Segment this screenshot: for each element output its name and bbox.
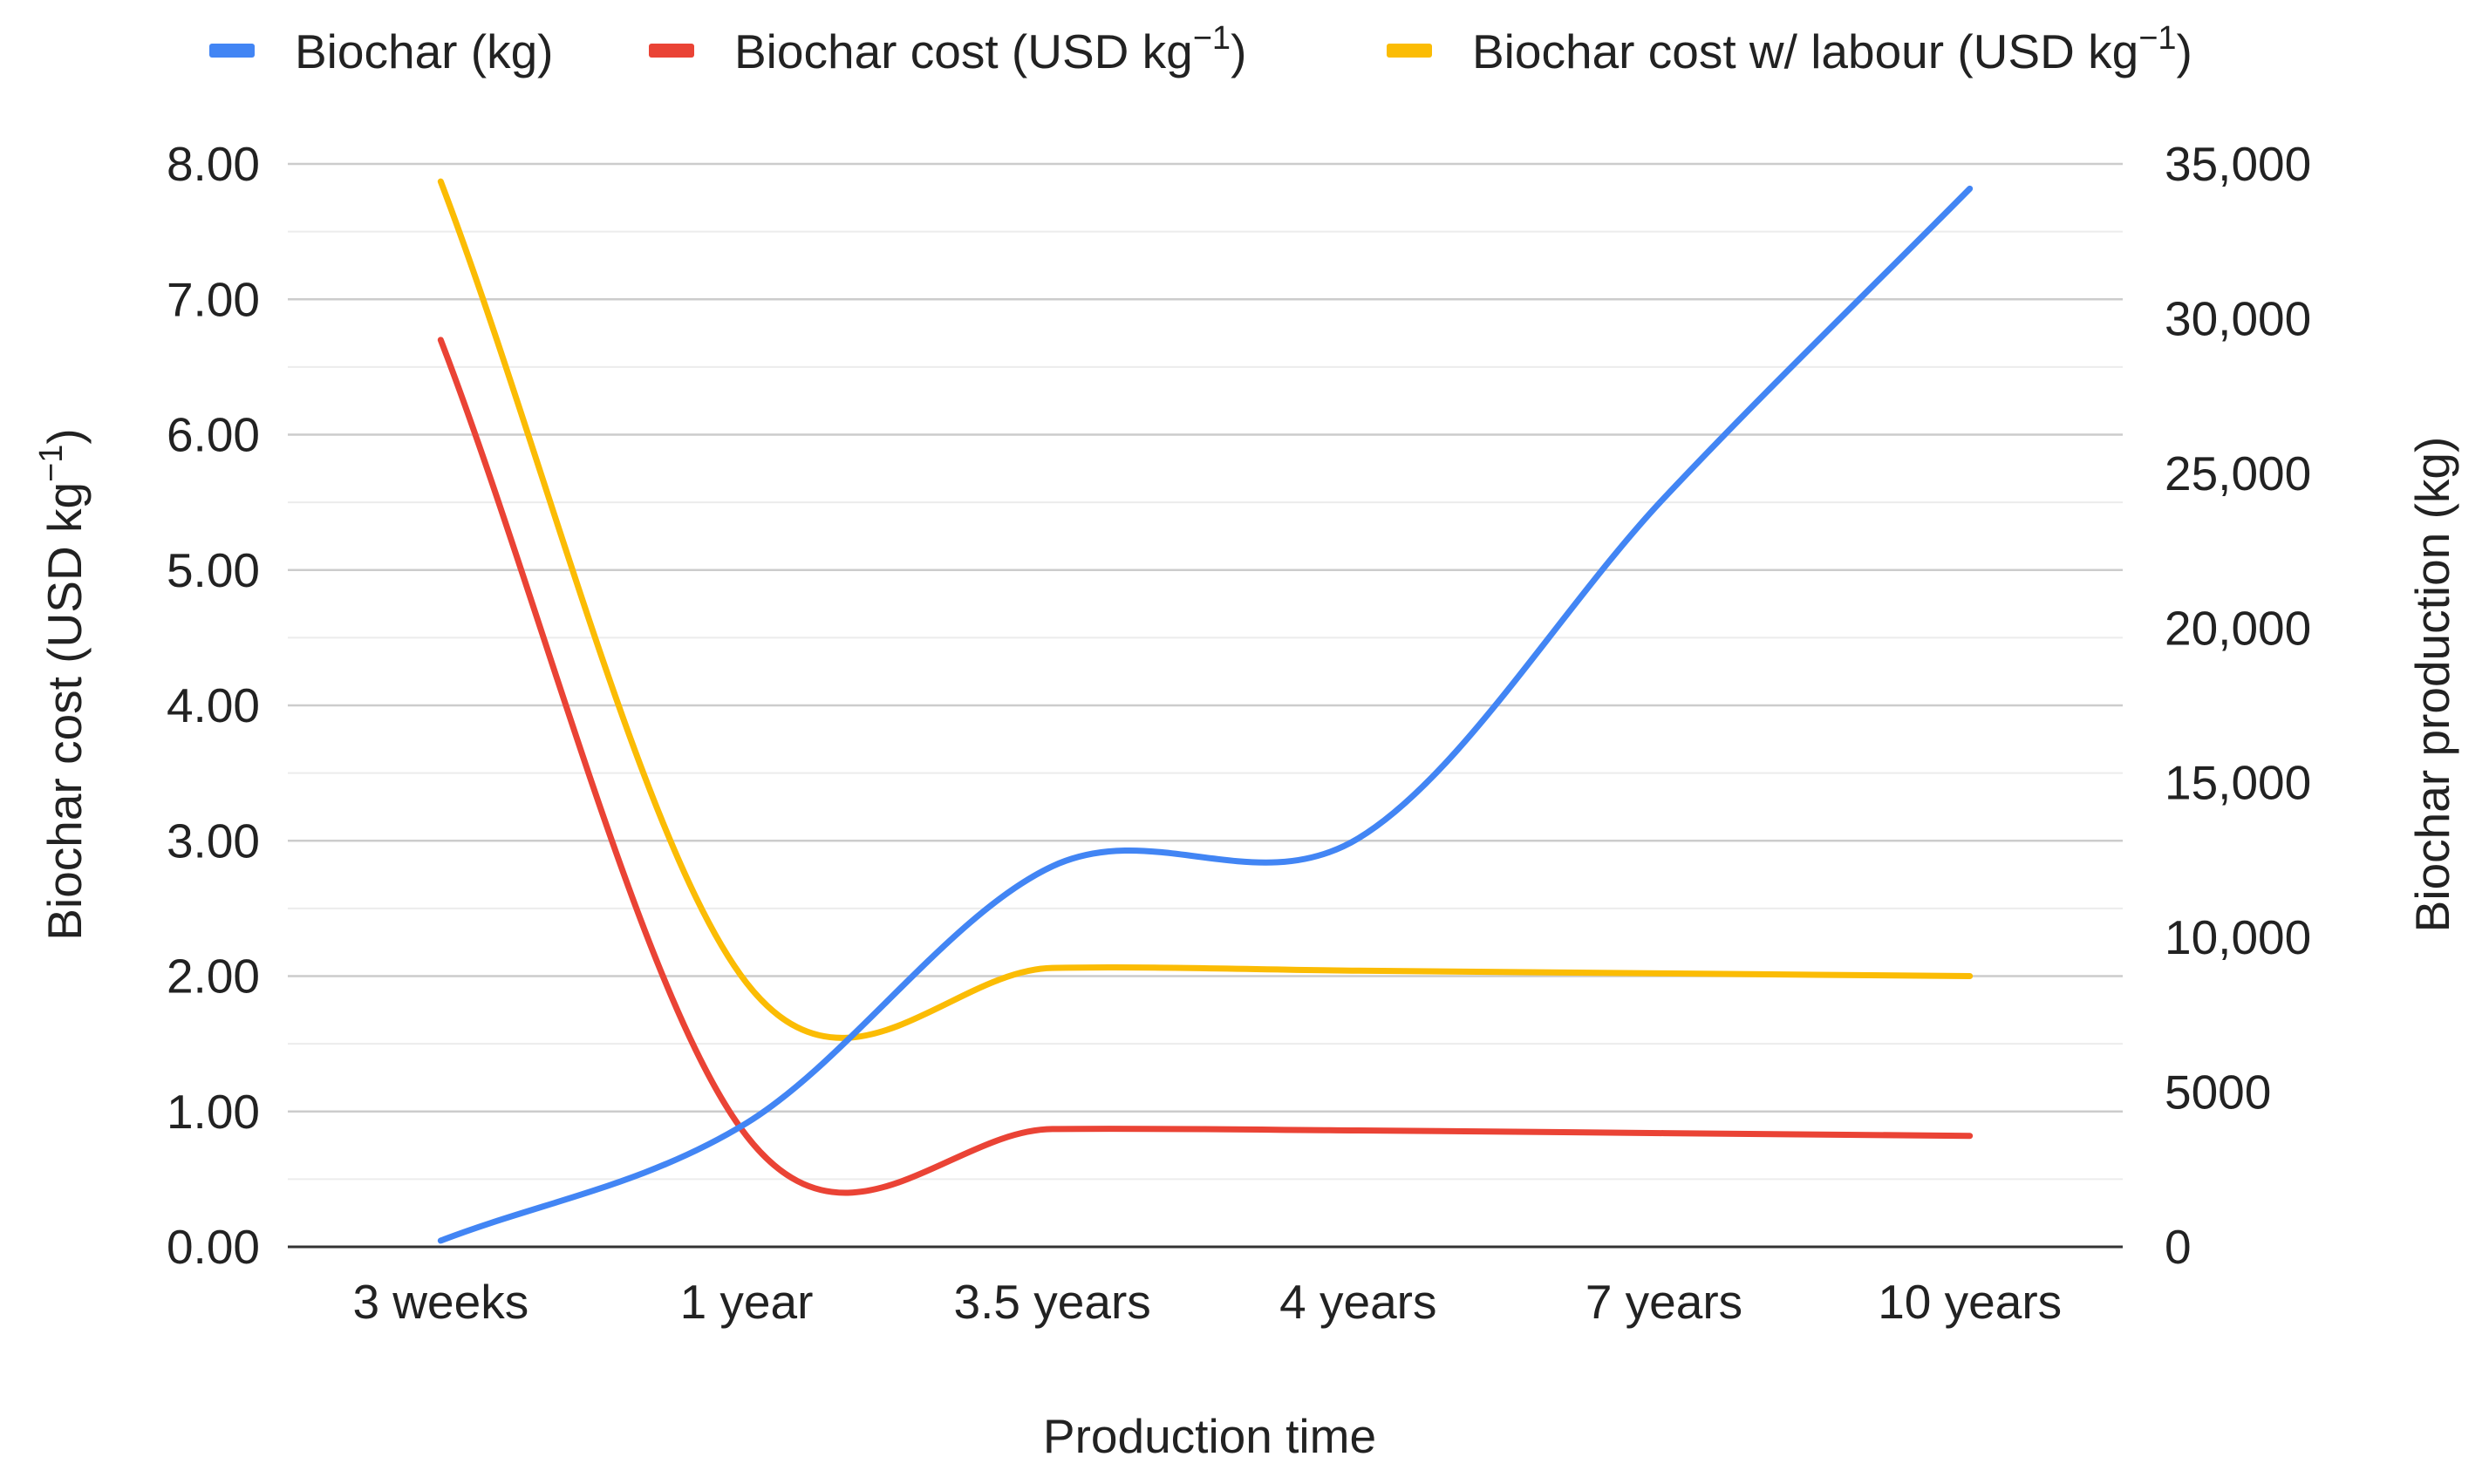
legend-swatch: [649, 44, 694, 58]
gridlines: [288, 162, 2123, 1181]
y-left-tick-label: 0.00: [167, 1220, 260, 1274]
axes: 0.00 1.00 2.00 3.00 4.00 5.00 6.00 7.00 8.00 0 500…: [167, 137, 2311, 1329]
y-axis-left-title: Biochar cost (USD kg−1): [33, 428, 92, 940]
y-right-tick-label: 10,000: [2165, 910, 2311, 964]
legend-label-suffix: ): [2177, 24, 2192, 78]
x-tick-label: 10 years: [1878, 1275, 2062, 1329]
legend-label: Biochar cost (USD kg−1): [734, 20, 1246, 78]
legend-label-superscript: −1: [1193, 20, 1231, 57]
legend-label-suffix: ): [1231, 24, 1246, 78]
legend-label: Biochar (kg): [295, 24, 553, 78]
legend-label-text: Biochar (kg): [295, 24, 553, 78]
series-lines: [437, 178, 1974, 1244]
series-line-biochar-cost-usd-kg-1: [437, 337, 1974, 1196]
y-axis-right-title: Biochar production (kg): [2405, 437, 2459, 933]
y-right-tick-label: 25,000: [2165, 446, 2311, 500]
y-left-tick-label: 6.00: [167, 408, 260, 462]
legend-item: Biochar cost w/ labour (USD kg−1): [1387, 20, 2192, 78]
y-right-tick-label: 5000: [2165, 1065, 2271, 1120]
y-right-tick-label: 15,000: [2165, 756, 2311, 810]
y-right-tick-label: 35,000: [2165, 137, 2311, 191]
legend-swatch: [1387, 44, 1432, 58]
y-left-tick-label: 5.00: [167, 543, 260, 597]
y-right-tick-label: 0: [2165, 1220, 2192, 1274]
y-axis-left-title-superscript: −1: [33, 445, 70, 482]
legend-item: Biochar cost (USD kg−1): [649, 20, 1246, 78]
y-left-tick-label: 1.00: [167, 1085, 260, 1139]
x-tick-label: 7 years: [1585, 1275, 1742, 1329]
y-axis-left-title-text: Biochar cost (USD kg: [38, 482, 92, 941]
x-axis-title: Production time: [1043, 1409, 1376, 1463]
legend-label-superscript: −1: [2138, 20, 2176, 57]
legend-label-text: Biochar cost w/ labour (USD kg: [1472, 24, 2138, 78]
x-tick-label: 3.5 years: [954, 1275, 1151, 1329]
y-left-tick-label: 3.00: [167, 813, 260, 868]
y-right-tick-label: 20,000: [2165, 601, 2311, 655]
x-tick-label: 1 year: [680, 1275, 814, 1329]
legend-label-text: Biochar cost (USD kg: [734, 24, 1193, 78]
legend-label: Biochar cost w/ labour (USD kg−1): [1472, 20, 2192, 78]
x-tick-label: 3 weeks: [352, 1275, 528, 1329]
series-line-biochar-cost-w-labour-usd-kg-1: [437, 178, 1974, 1041]
y-left-tick-label: 2.00: [167, 950, 260, 1004]
legend-item: Biochar (kg): [209, 24, 553, 78]
y-left-tick-label: 4.00: [167, 678, 260, 732]
y-left-tick-label: 7.00: [167, 272, 260, 326]
y-left-tick-label: 8.00: [167, 137, 260, 191]
legend: Biochar (kg) Biochar cost (USD kg−1) Bioch…: [209, 20, 2192, 78]
x-tick-label: 4 years: [1279, 1275, 1436, 1329]
series-line-biochar-kg: [437, 185, 1974, 1244]
y-right-tick-label: 30,000: [2165, 291, 2311, 345]
y-axis-left-title-suffix: ): [38, 428, 92, 444]
legend-swatch: [209, 44, 255, 58]
